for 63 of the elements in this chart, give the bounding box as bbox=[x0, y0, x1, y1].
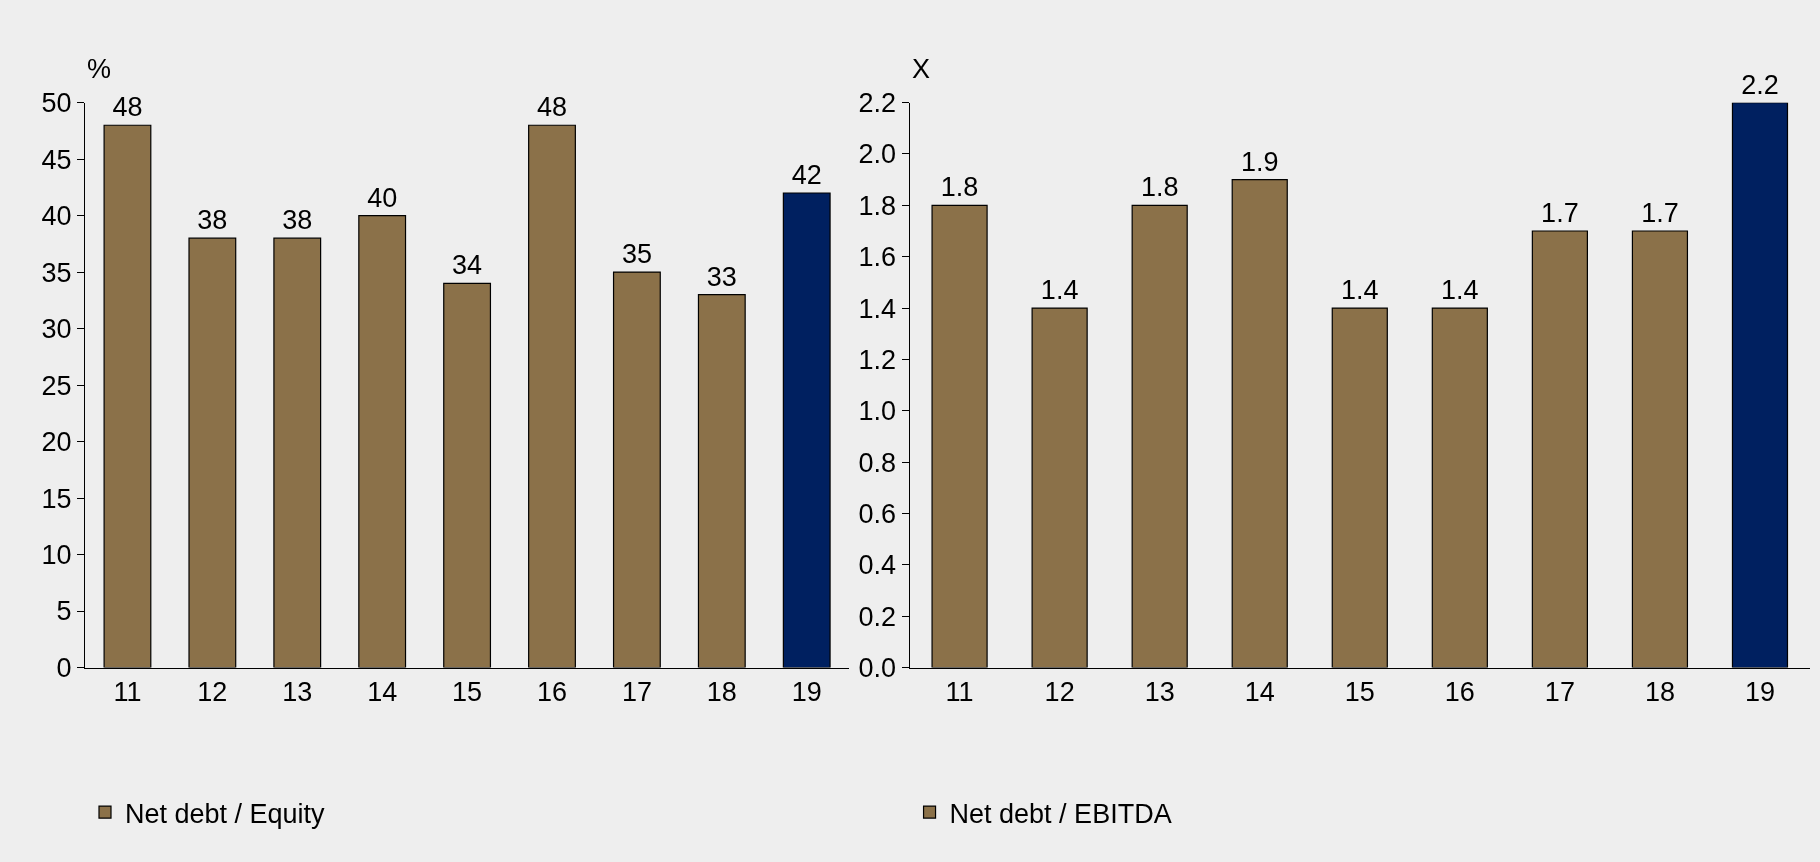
x-tick-label: 12 bbox=[1044, 676, 1075, 707]
data-label: 1.7 bbox=[1641, 198, 1679, 229]
legend-label: Net debt / Equity bbox=[125, 798, 326, 829]
x-tick-label: 19 bbox=[791, 676, 822, 707]
data-label: 40 bbox=[367, 182, 398, 213]
data-label: 1.4 bbox=[1341, 275, 1379, 306]
y-tick-label: 0.0 bbox=[858, 652, 897, 683]
y-tick-label: 0 bbox=[56, 652, 72, 683]
data-label: 1.4 bbox=[1441, 275, 1479, 306]
x-tick-label: 19 bbox=[1744, 676, 1775, 707]
x-tick-label: 11 bbox=[113, 676, 142, 707]
x-tick-label: 17 bbox=[1544, 676, 1575, 707]
y-tick-label: 1.0 bbox=[858, 396, 897, 427]
y-tick-label: 0.4 bbox=[858, 550, 897, 581]
y-tick-label: 0.2 bbox=[858, 601, 897, 632]
x-tick-label: 17 bbox=[621, 676, 652, 707]
x-tick-label: 14 bbox=[1244, 676, 1275, 707]
y-tick-label: 50 bbox=[41, 88, 72, 119]
y-axis-title: % bbox=[87, 54, 112, 84]
y-tick-label: 35 bbox=[41, 257, 72, 288]
data-label: 38 bbox=[282, 205, 313, 236]
data-label: 2.2 bbox=[1741, 69, 1779, 100]
y-tick-label: 1.6 bbox=[858, 242, 897, 273]
x-tick-label: 15 bbox=[1344, 676, 1375, 707]
data-label: 1.8 bbox=[1140, 172, 1179, 203]
x-tick-label: 14 bbox=[367, 676, 398, 707]
data-label: 42 bbox=[791, 160, 822, 191]
y-tick-label: 1.2 bbox=[858, 344, 897, 375]
y-tick-label: 25 bbox=[41, 370, 72, 401]
data-label: 1.7 bbox=[1541, 198, 1579, 229]
y-tick-label: 2.0 bbox=[858, 139, 897, 170]
data-label: 48 bbox=[536, 92, 568, 123]
data-label: 34 bbox=[452, 250, 483, 281]
data-label: 35 bbox=[621, 239, 652, 270]
x-tick-label: 11 bbox=[945, 676, 974, 707]
y-tick-label: 15 bbox=[41, 483, 72, 514]
data-label: 38 bbox=[197, 205, 228, 236]
data-label: 1.4 bbox=[1040, 275, 1079, 306]
x-tick-label: 16 bbox=[536, 676, 568, 707]
y-tick-label: 30 bbox=[41, 314, 72, 345]
x-tick-label: 13 bbox=[282, 676, 313, 707]
y-tick-label: 5 bbox=[56, 596, 72, 627]
y-tick-label: 40 bbox=[41, 201, 72, 232]
data-label: 33 bbox=[706, 261, 737, 292]
y-axis-title: X bbox=[912, 54, 931, 84]
y-tick-label: 20 bbox=[41, 427, 72, 458]
x-tick-label: 15 bbox=[452, 676, 483, 707]
data-label: 1.9 bbox=[1240, 146, 1279, 177]
data-label: 48 bbox=[112, 92, 143, 123]
y-tick-label: 45 bbox=[41, 144, 72, 175]
x-tick-label: 16 bbox=[1444, 676, 1475, 707]
x-tick-label: 18 bbox=[706, 676, 737, 707]
legend-label: Net debt / EBITDA bbox=[949, 798, 1172, 829]
y-tick-label: 10 bbox=[41, 540, 72, 570]
y-tick-label: 1.4 bbox=[858, 293, 897, 324]
y-tick-label: 1.8 bbox=[858, 190, 897, 221]
x-tick-label: 13 bbox=[1144, 676, 1175, 707]
y-tick-label: 0.6 bbox=[858, 498, 897, 529]
x-tick-label: 18 bbox=[1644, 676, 1675, 707]
y-tick-label: 0.8 bbox=[858, 447, 897, 478]
x-tick-label: 12 bbox=[197, 676, 228, 707]
y-tick-label: 2.2 bbox=[858, 88, 897, 119]
data-label: 1.8 bbox=[940, 172, 979, 203]
